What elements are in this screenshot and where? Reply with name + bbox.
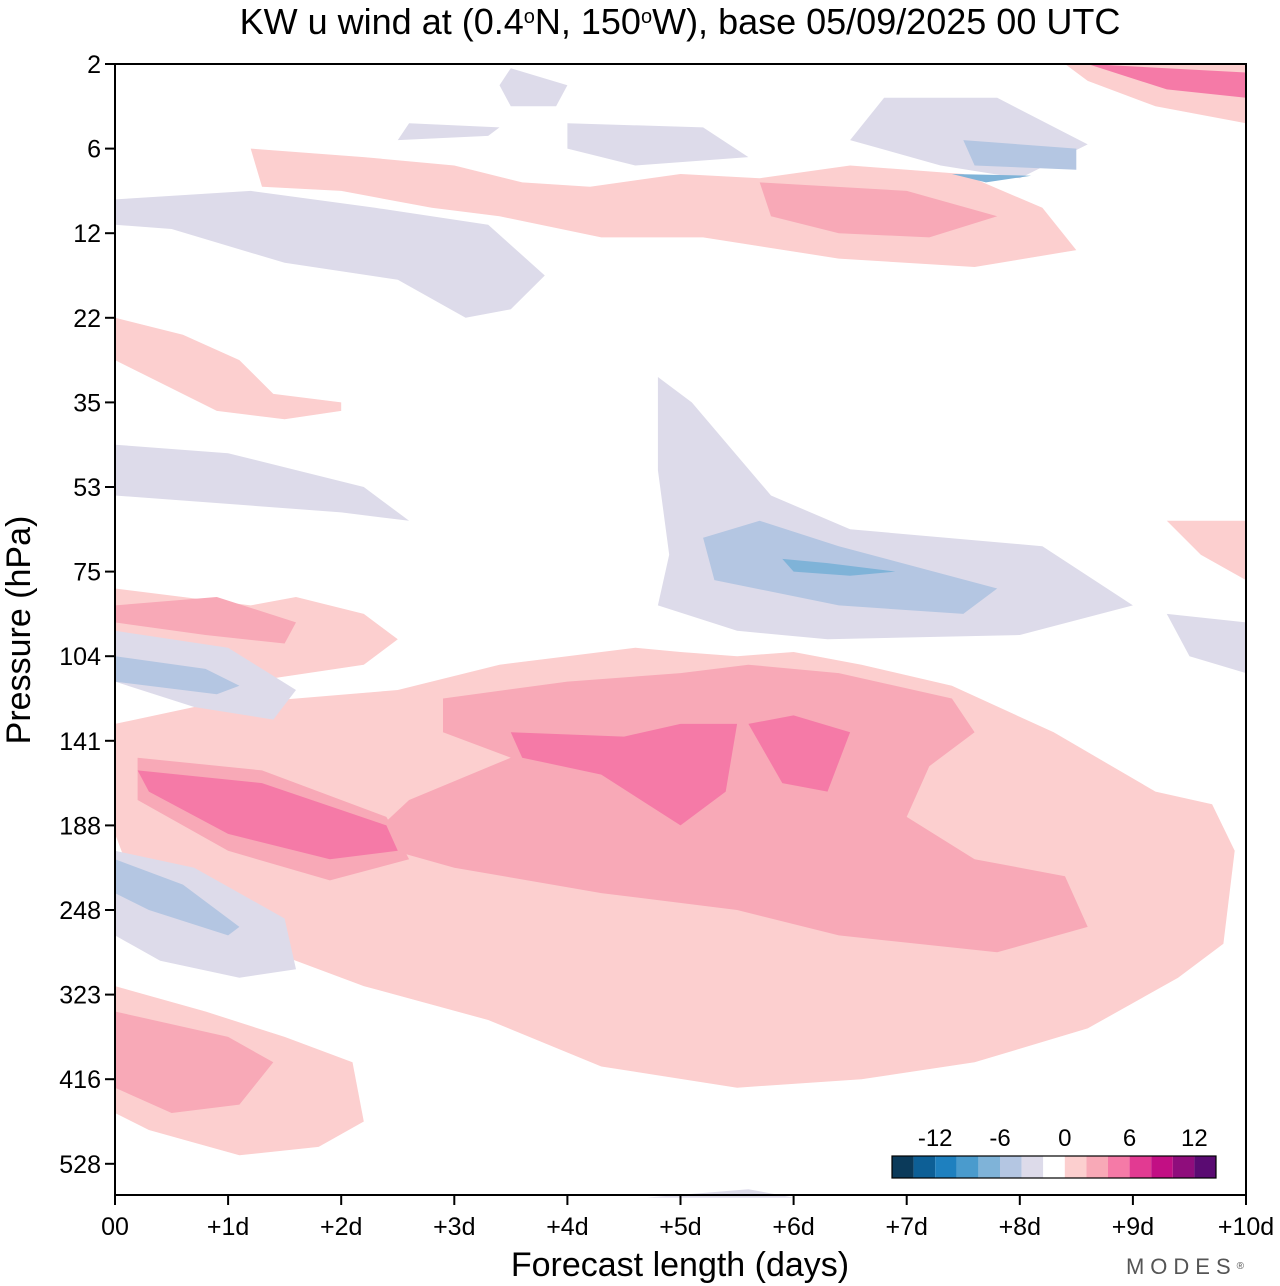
- x-tick-label: +4d: [546, 1213, 588, 1241]
- colorbar-swatch: [1000, 1156, 1022, 1178]
- colorbar-label: -6: [989, 1125, 1010, 1152]
- y-tick-label: 6: [87, 136, 101, 164]
- contour-region-11: [115, 597, 296, 644]
- colorbar-label: -12: [918, 1125, 953, 1152]
- x-axis-label: Forecast length (days): [511, 1246, 849, 1284]
- y-axis: 2 6 12 22 35 53 75 104 141 188 248 323 416 528: [59, 51, 115, 1179]
- contour-region-33: [646, 1189, 794, 1198]
- colorbar-swatch: [1129, 1156, 1152, 1178]
- colorbar-swatch: [978, 1156, 1000, 1178]
- x-tick-label: +1d: [207, 1213, 249, 1241]
- colorbar-swatch: [956, 1156, 979, 1178]
- colorbar-swatch: [913, 1156, 936, 1178]
- y-tick-label: 104: [59, 643, 101, 671]
- colorbar-swatch: [892, 1156, 914, 1178]
- x-tick-label: +8d: [999, 1213, 1041, 1241]
- colorbar-swatch: [1064, 1156, 1087, 1178]
- contour-region-15: [748, 715, 851, 792]
- contour-region-31: [782, 558, 896, 576]
- contour-region-21: [115, 190, 545, 318]
- chart-title: KW u wind at (0.4oN, 150oW), base 05/09/…: [240, 1, 1121, 42]
- contour-region-28: [115, 656, 240, 695]
- contour-region-7: [1166, 520, 1246, 581]
- y-tick-label: 416: [59, 1066, 101, 1094]
- x-tick-label: +9d: [1112, 1213, 1154, 1241]
- y-tick-label: 75: [73, 559, 101, 587]
- colorbar-swatch: [935, 1156, 957, 1178]
- colorbar-swatch: [1194, 1156, 1216, 1178]
- contour-regions: [115, 64, 1246, 1198]
- colorbar-label: 6: [1123, 1125, 1136, 1152]
- x-tick-label: 00: [101, 1213, 129, 1241]
- colorbar-swatch: [1172, 1156, 1195, 1178]
- contour-region-17: [115, 444, 410, 521]
- x-tick-label: +3d: [433, 1213, 475, 1241]
- contour-region-26: [397, 123, 500, 141]
- colorbar-swatch: [1021, 1156, 1044, 1178]
- y-tick-label: 528: [59, 1151, 101, 1179]
- colorbar: -12 -6 0 6 12: [891, 1125, 1217, 1179]
- contour-region-32: [951, 174, 1032, 183]
- contour-region-29: [115, 859, 240, 936]
- x-axis: 00 +1d +2d +3d +4d +5d +6d +7d +8d +9d +10d: [101, 1195, 1274, 1241]
- contour-region-24: [1166, 613, 1246, 674]
- contour-region-3: [115, 317, 342, 420]
- y-tick-label: 141: [59, 728, 101, 756]
- y-tick-label: 53: [73, 474, 101, 502]
- colorbar-swatch: [1108, 1156, 1130, 1178]
- y-tick-label: 323: [59, 982, 101, 1010]
- colorbar-frame: [891, 1155, 1217, 1179]
- x-tick-label: +7d: [885, 1213, 927, 1241]
- contour-region-10: [115, 1011, 274, 1113]
- contour-region-14: [510, 723, 738, 826]
- brand-logo: MODES®: [1126, 1254, 1250, 1279]
- colorbar-label: 12: [1181, 1125, 1208, 1152]
- y-tick-label: 2: [87, 51, 101, 79]
- y-tick-label: 248: [59, 897, 101, 925]
- x-tick-label: +10d: [1218, 1213, 1274, 1241]
- colorbar-label: 0: [1058, 1125, 1071, 1152]
- contour-region-23: [567, 123, 749, 166]
- y-tick-label: 35: [73, 389, 101, 417]
- contour-region-5: [250, 148, 1077, 267]
- colorbar-swatch: [1043, 1156, 1065, 1178]
- y-axis-label: Pressure (hPa): [0, 516, 38, 745]
- colorbar-swatch: [1086, 1156, 1108, 1178]
- colorbar-swatch: [1151, 1156, 1173, 1178]
- x-tick-label: +5d: [659, 1213, 701, 1241]
- contour-region-30: [963, 140, 1077, 170]
- contour-region-13: [137, 770, 398, 860]
- plot-area: 2 6 12 22 35 53 75 104 141 188 248 323 416 528 00 +1d +…: [59, 51, 1274, 1241]
- y-tick-label: 22: [73, 305, 101, 333]
- contour-region-16: [1087, 64, 1246, 98]
- y-tick-label: 12: [73, 220, 101, 248]
- x-tick-label: +2d: [320, 1213, 362, 1241]
- contour-region-25: [499, 68, 568, 107]
- y-tick-label: 188: [59, 812, 101, 840]
- x-tick-label: +6d: [772, 1213, 814, 1241]
- contour-region-12: [759, 182, 998, 238]
